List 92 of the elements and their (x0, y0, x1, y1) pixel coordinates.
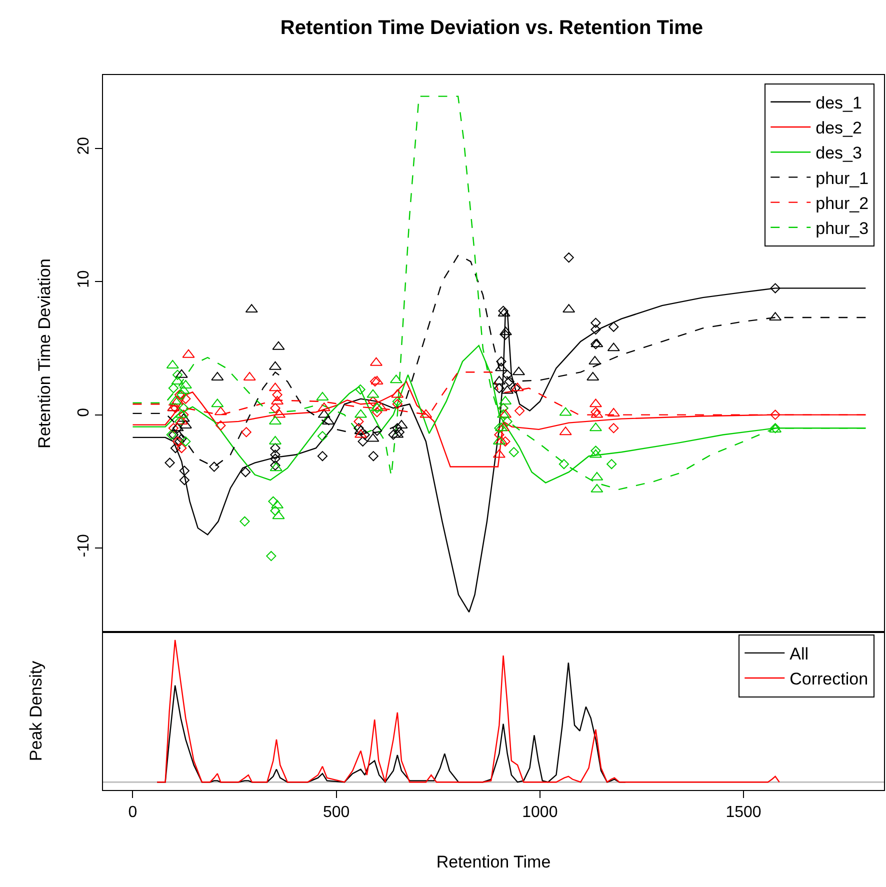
point (180, 436, 191, 446)
point (394, 427, 404, 438)
point (164, 458, 175, 468)
point (270, 506, 280, 516)
point (240, 467, 251, 478)
point (368, 396, 378, 407)
point (180, 394, 191, 404)
point (216, 420, 226, 431)
point (608, 423, 619, 434)
point (354, 423, 364, 434)
point (170, 403, 181, 414)
point (372, 403, 382, 414)
point (514, 406, 525, 416)
point (179, 475, 190, 486)
point (770, 283, 780, 294)
point (500, 330, 510, 340)
point (370, 376, 380, 387)
point (502, 416, 512, 427)
point (272, 390, 282, 400)
legend-label: des_3 (816, 144, 862, 163)
point (498, 306, 508, 316)
point (368, 451, 378, 462)
point (270, 443, 280, 454)
point (494, 430, 504, 440)
point (317, 431, 328, 442)
legend-label: phur_2 (816, 194, 869, 213)
point (266, 551, 276, 562)
point (178, 410, 189, 420)
y-axis-title: Peak Density (26, 660, 46, 762)
point (358, 436, 368, 446)
point (179, 466, 190, 476)
point (270, 454, 280, 464)
y-tick-label: 10 (76, 270, 93, 288)
x-tick-label: 1000 (522, 804, 558, 822)
point (496, 356, 506, 367)
point (510, 383, 521, 394)
point (392, 423, 402, 434)
point (174, 436, 185, 446)
point (558, 459, 569, 470)
point (388, 430, 398, 440)
point (174, 416, 185, 427)
x-tick-label: 500 (322, 804, 350, 822)
legend-label: phur_3 (816, 219, 869, 238)
point (500, 436, 510, 446)
point (241, 427, 252, 438)
legend-label: des_1 (816, 94, 862, 113)
point (178, 403, 189, 414)
point (170, 443, 181, 454)
point (176, 434, 187, 444)
point (392, 396, 402, 407)
chart-title: Retention Time Deviation vs. Retention Time (280, 17, 704, 39)
point (494, 423, 504, 434)
point (270, 450, 280, 460)
point (372, 426, 382, 436)
point (770, 410, 780, 420)
point (564, 252, 574, 263)
y-axis-title: Retention Time Deviation (35, 258, 54, 448)
legend-label: des_2 (816, 118, 862, 138)
point (176, 443, 187, 454)
point (172, 370, 183, 380)
point (494, 383, 504, 394)
x-tick-label: 0 (128, 804, 138, 822)
point (606, 459, 617, 470)
point (608, 322, 619, 332)
point (209, 462, 220, 472)
point (504, 376, 514, 387)
point (502, 370, 512, 380)
x-tick-label: 1500 (726, 804, 762, 822)
y-tick-label: -10 (76, 534, 93, 558)
point (270, 403, 280, 414)
legend-label: phur_1 (816, 168, 869, 188)
point (268, 496, 278, 506)
point (590, 318, 601, 328)
point (590, 407, 601, 418)
point (354, 416, 364, 427)
point (317, 451, 328, 462)
point (590, 446, 601, 456)
point (355, 384, 366, 395)
x-axis-title: Retention Time (436, 852, 551, 872)
point (392, 399, 402, 410)
legend-label: All (790, 644, 809, 664)
point (168, 383, 178, 394)
point (590, 339, 601, 350)
point (360, 430, 370, 440)
y-tick-label: 20 (76, 136, 93, 155)
point (168, 423, 178, 434)
y-tick-label: 0 (76, 408, 93, 417)
point (240, 516, 250, 526)
point (372, 407, 382, 418)
point (508, 447, 519, 458)
point (590, 324, 601, 335)
legend-label: Correction (790, 670, 868, 689)
